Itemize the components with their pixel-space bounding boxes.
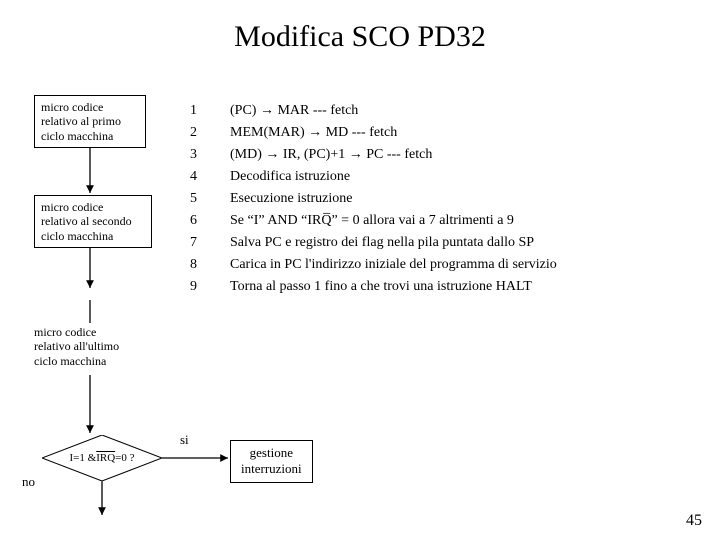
flow-arrows [0, 0, 720, 540]
